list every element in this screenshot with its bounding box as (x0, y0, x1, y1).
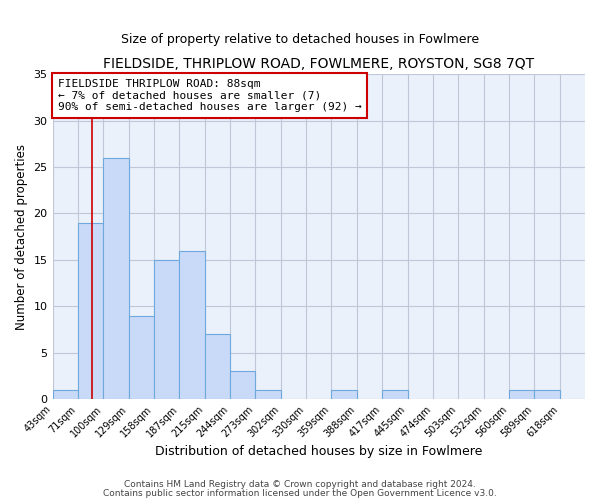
Bar (179, 250, 205, 399)
Title: FIELDSIDE, THRIPLOW ROAD, FOWLMERE, ROYSTON, SG8 7QT: FIELDSIDE, THRIPLOW ROAD, FOWLMERE, ROYS… (103, 58, 535, 71)
Bar (154, 260, 179, 399)
Bar (103, 158, 128, 399)
Text: Size of property relative to detached houses in Fowlmere: Size of property relative to detached ho… (121, 32, 479, 46)
Bar (256, 390, 281, 399)
Text: Contains public sector information licensed under the Open Government Licence v3: Contains public sector information licen… (103, 489, 497, 498)
Bar (382, 390, 407, 399)
Y-axis label: Number of detached properties: Number of detached properties (15, 144, 28, 330)
Bar (78, 222, 103, 399)
X-axis label: Distribution of detached houses by size in Fowlmere: Distribution of detached houses by size … (155, 444, 482, 458)
Bar (534, 390, 560, 399)
Bar (230, 372, 256, 399)
Bar (205, 334, 230, 399)
Bar (53, 390, 78, 399)
Bar (128, 316, 154, 399)
Bar (509, 390, 534, 399)
Text: FIELDSIDE THRIPLOW ROAD: 88sqm
← 7% of detached houses are smaller (7)
90% of se: FIELDSIDE THRIPLOW ROAD: 88sqm ← 7% of d… (58, 79, 362, 112)
Bar (331, 390, 357, 399)
Text: Contains HM Land Registry data © Crown copyright and database right 2024.: Contains HM Land Registry data © Crown c… (124, 480, 476, 489)
